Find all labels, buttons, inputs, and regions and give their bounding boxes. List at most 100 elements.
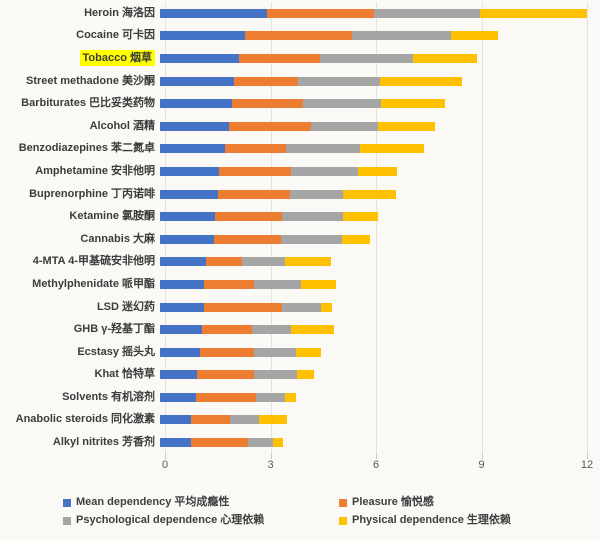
bar-track	[160, 166, 587, 176]
bar-row: Methylphenidate 哌甲酯	[0, 273, 587, 296]
category-label: Alcohol 酒精	[89, 119, 155, 132]
bar-segment	[160, 76, 234, 86]
axis-tick	[587, 454, 588, 459]
category-label: Cannabis 大麻	[80, 232, 155, 245]
bar-row: GHB γ-羟基丁酯	[0, 318, 587, 341]
bar-segment	[160, 8, 267, 18]
category-label: LSD 迷幻药	[96, 300, 155, 313]
bar-track	[160, 53, 587, 63]
plot-area: Heroin 海洛因 Cocaine 可卡因 Tobacco 烟草 Street me…	[0, 2, 588, 454]
bar-segment	[190, 438, 248, 448]
category-label: Ketamine 氯胺酮	[69, 210, 155, 223]
bar-track	[160, 347, 587, 357]
category-label: Amphetamine 安非他明	[35, 164, 155, 177]
bar-row: Cocaine 可卡因	[0, 25, 587, 48]
bar-segment	[342, 189, 397, 199]
bar-segment	[291, 325, 334, 335]
legend-item: Psychological dependence 心理依赖	[63, 515, 339, 526]
bar-segment	[298, 76, 380, 86]
bar-segment	[228, 121, 311, 131]
bar-row: Ketamine 氯胺酮	[0, 205, 587, 228]
bar-segment	[412, 53, 478, 63]
category-label: Alkyl nitrites 芳香剂	[52, 436, 155, 449]
bar-segment	[202, 325, 253, 335]
bar-segment	[253, 347, 297, 357]
bar-track	[160, 189, 587, 199]
legend-item: Physical dependence 生理依赖	[339, 515, 511, 526]
bar-segment	[281, 234, 342, 244]
legend-marker	[339, 498, 347, 507]
bar-segment	[197, 370, 254, 380]
category-label: Buprenorphine 丁丙诺啡	[29, 187, 155, 200]
x-axis-tick-label: 12	[580, 459, 594, 471]
x-axis-tick-label: 6	[372, 459, 380, 471]
bar-segment	[160, 347, 201, 357]
bar-segment	[282, 212, 343, 222]
bar-segment	[230, 415, 259, 425]
category-label: Khat 恰特草	[94, 368, 156, 381]
bar-track	[160, 234, 587, 244]
bar-segment	[160, 144, 226, 154]
bar-segment	[204, 279, 255, 289]
axis-tick	[376, 454, 377, 459]
bar-row: Anabolic steroids 同化激素	[0, 409, 587, 432]
category-label: Methylphenidate 哌甲酯	[32, 277, 155, 290]
bar-row: Cannabis 大麻	[0, 228, 587, 251]
category-label: Tobacco 烟草	[0, 49, 160, 66]
bar-segment	[241, 257, 285, 267]
bar-segment	[300, 279, 337, 289]
bar-row: Benzodiazepines 苯二氮卓	[0, 138, 587, 161]
bar-row: Heroin 海洛因	[0, 2, 587, 25]
legend-label: Physical dependence 生理依赖	[352, 514, 511, 526]
bar-segment	[358, 166, 398, 176]
bar-segment	[351, 31, 452, 41]
bar-segment	[310, 121, 379, 131]
bar-segment	[160, 234, 214, 244]
bar-segment	[160, 325, 203, 335]
bar-segment	[160, 392, 196, 402]
bar-row: 4-MTA 4-甲基硫安非他明	[0, 251, 587, 274]
bar-segment	[214, 212, 283, 222]
bar-track	[160, 370, 587, 380]
bar-row: Barbiturates 巴比妥类药物	[0, 92, 587, 115]
category-label: Cocaine 可卡因	[76, 29, 155, 42]
bar-track	[160, 99, 587, 109]
bar-segment	[160, 302, 204, 312]
bar-segment	[252, 325, 292, 335]
legend-marker	[63, 498, 71, 507]
bar-row: Solvents 有机溶剂	[0, 386, 587, 409]
bar-segment	[451, 31, 498, 41]
bar-segment	[206, 257, 242, 267]
bar-rows: Heroin 海洛因 Cocaine 可卡因 Tobacco 烟草 Street me…	[0, 2, 587, 454]
bar-track	[160, 438, 587, 448]
gridline	[270, 2, 272, 454]
x-axis: 0 3 6 9 12	[162, 459, 593, 476]
bar-segment	[160, 53, 239, 63]
bar-segment	[203, 302, 283, 312]
legend: Mean dependency 平均成瘾性 Pleasure 愉悦感 Psychol…	[63, 497, 511, 526]
bar-segment	[191, 415, 231, 425]
bar-track	[160, 31, 587, 41]
bar-segment	[379, 76, 462, 86]
bar-segment	[160, 99, 232, 109]
bar-segment	[160, 31, 246, 41]
bar-segment	[195, 392, 257, 402]
bar-track	[160, 121, 587, 131]
bar-track	[160, 257, 587, 267]
axis-tick	[481, 454, 483, 459]
bar-track	[160, 76, 587, 86]
bar-segment	[380, 99, 445, 109]
category-label: Barbiturates 巴比妥类药物	[21, 97, 155, 110]
bar-row: Khat 恰特草	[0, 364, 587, 387]
bar-segment	[219, 166, 291, 176]
bar-segment	[320, 53, 413, 63]
bar-segment	[284, 392, 296, 402]
bar-segment	[160, 166, 220, 176]
gridlines	[165, 2, 588, 454]
bar-segment	[160, 370, 197, 380]
bar-segment	[378, 121, 436, 131]
x-axis-tick-label: 9	[478, 459, 485, 471]
bar-track	[160, 144, 587, 154]
x-axis-tick-label: 3	[267, 459, 274, 471]
bar-segment	[360, 144, 425, 154]
